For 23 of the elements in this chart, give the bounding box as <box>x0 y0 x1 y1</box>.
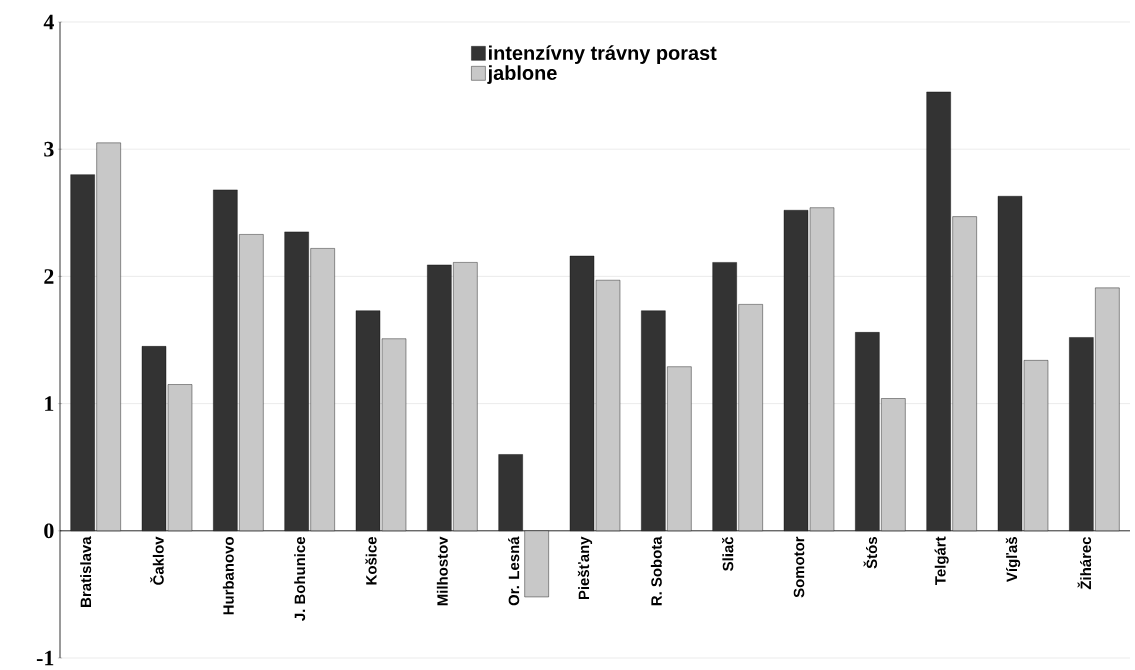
x-tick-label: Hurbanovo <box>222 537 234 615</box>
x-tick-label: Žihárec <box>1077 536 1092 590</box>
y-tick-label: 0 <box>44 523 54 539</box>
x-tick-label: Bratislava <box>80 536 92 607</box>
y-tick-label: 3 <box>44 141 54 157</box>
x-tick-label: Telgárt <box>934 536 949 585</box>
x-tick-label: Košice <box>365 536 377 585</box>
x-tick-label: R. Sobota <box>650 536 662 606</box>
legend-label: jablone <box>487 65 557 84</box>
y-tick-label: 1 <box>45 396 54 411</box>
x-tick-label: Sliač <box>722 536 734 571</box>
y-tick-label: -1 <box>36 650 54 666</box>
x-tick-label: Milhostov <box>436 536 448 606</box>
y-tick-label: 4 <box>43 14 54 30</box>
x-tick-label: Vígľaš <box>1005 537 1021 582</box>
x-tick-label: Or. Lesná <box>508 536 520 606</box>
x-tick-label: Čaklov <box>150 536 164 585</box>
x-tick-label: J. Bohunice <box>294 536 306 621</box>
legend-label: intenzívny trávny porast <box>488 45 717 65</box>
y-tick-label: 2 <box>44 269 54 284</box>
x-tick-label: Piešťany <box>577 536 593 600</box>
x-tick-label: Somotor <box>793 536 805 598</box>
x-tick-label: Štós <box>863 537 878 569</box>
